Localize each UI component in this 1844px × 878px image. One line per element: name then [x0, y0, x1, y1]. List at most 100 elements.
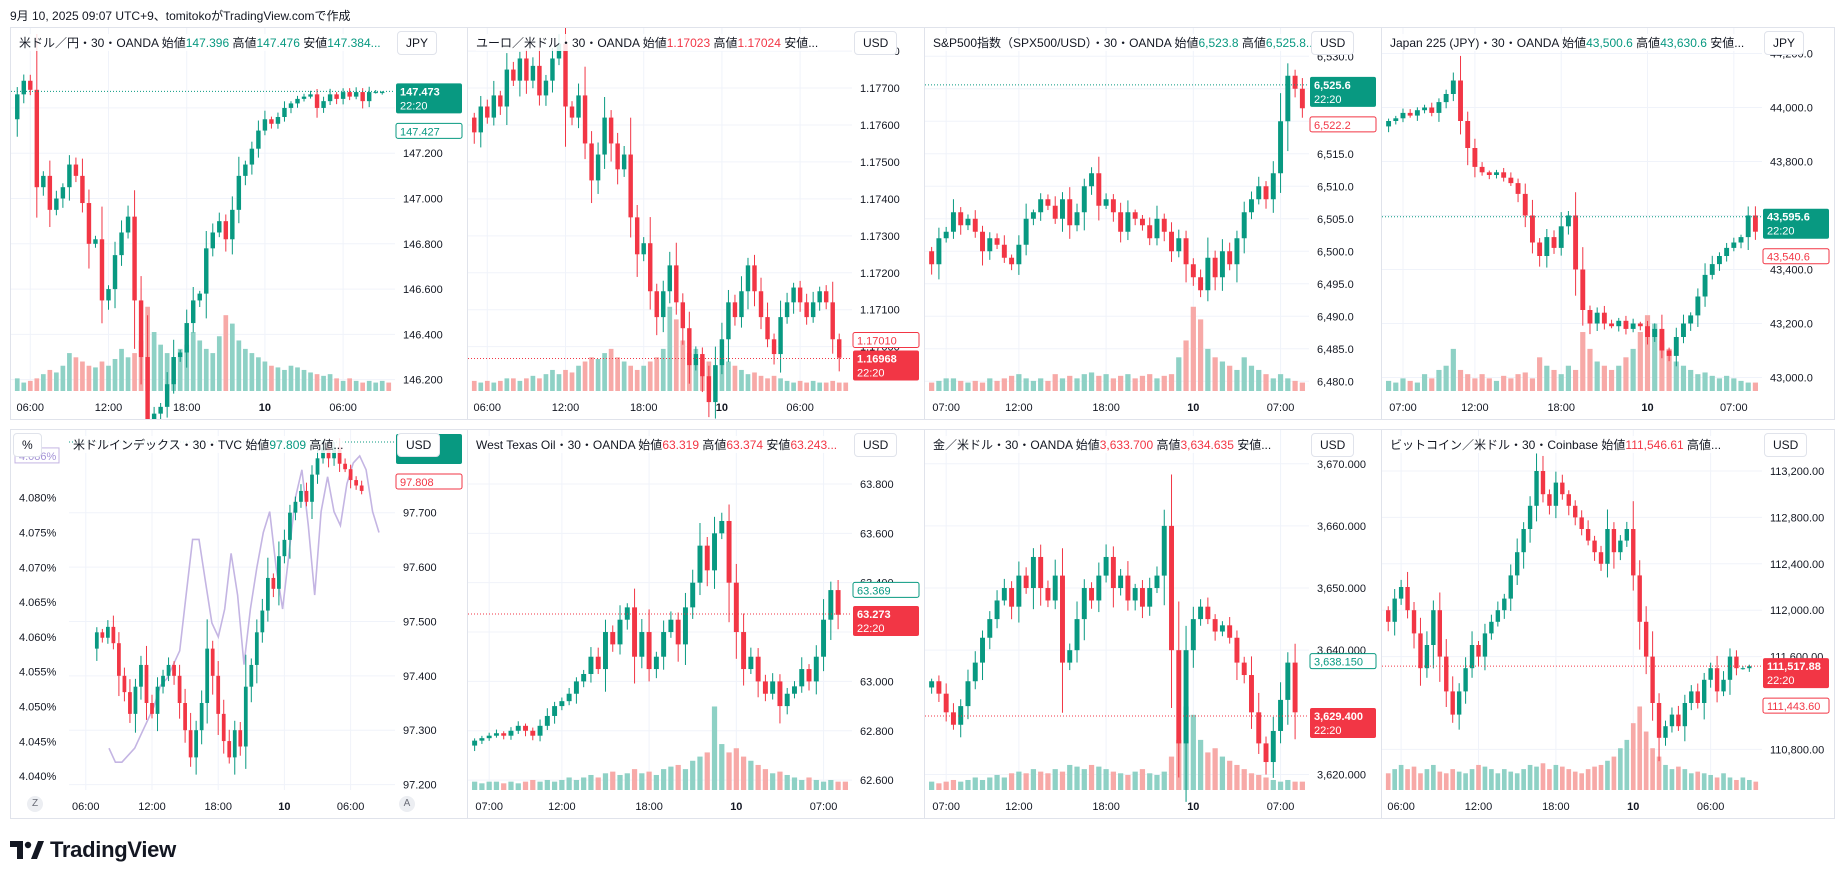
last-price-badge	[1763, 208, 1829, 239]
candle-body	[380, 92, 385, 94]
candle-body	[1074, 212, 1080, 226]
candle-body	[1198, 606, 1204, 620]
price-axis-tick: 110,800.00	[1770, 744, 1824, 756]
volume-bar	[47, 369, 53, 391]
yield-axis-tick: 4.075%	[19, 527, 57, 539]
tradingview-brand[interactable]: TradingView	[10, 837, 176, 863]
left-unit-button[interactable]: %	[13, 433, 42, 457]
chart-panel-5[interactable]: 97.700 97.600 97.500 97.400 97.300 97.200 4.08…	[10, 429, 468, 819]
ohlc-label-value: 147.384...	[327, 36, 381, 50]
chart-panel-3[interactable]: 6,530.06,525.06,520.06,515.06,510.06,505…	[924, 27, 1382, 420]
yield-axis-tick: 4.050%	[19, 701, 57, 713]
ohlc-label-name: 始値	[1601, 438, 1626, 452]
volume-bar	[1168, 374, 1175, 391]
candle-body	[1169, 525, 1174, 651]
chart-panel-1[interactable]: 147.400147.200147.000146.800146.600146.4…	[10, 27, 468, 420]
candle-body	[823, 291, 829, 303]
candle-body	[1219, 251, 1225, 278]
chart-panel-2[interactable]: 1.178001.177001.176001.175001.174001.173…	[467, 27, 925, 420]
price-axis-tick: 146.400	[403, 329, 443, 341]
volume-bar	[582, 361, 588, 391]
volume-bar	[314, 374, 320, 391]
symbol-legend[interactable]: S&P500指数（SPX500/USD）・30・OANDA 始値6,523.8 …	[933, 34, 1316, 51]
chart-panel-8[interactable]: 113,200.00 112,800.00 112,400.00 112,000.00…	[1381, 429, 1835, 819]
symbol-legend[interactable]: 金／米ドル・30・OANDA 始値3,633.700 高値3,634.635 安…	[933, 436, 1272, 453]
volume-bar	[1688, 369, 1694, 391]
candle-body	[1089, 588, 1095, 601]
chart-panel-6[interactable]: 63.80063.60063.40063.20063.00062.80062.6…	[467, 429, 925, 819]
volume-bar	[1515, 374, 1521, 391]
symbol-legend[interactable]: ビットコイン／米ドル・30・Coinbase 始値111,546.61 高値..…	[1390, 436, 1722, 453]
secondary-price-badge	[852, 581, 920, 598]
candle-body	[216, 675, 221, 714]
candle-body	[1465, 121, 1471, 148]
currency-button[interactable]: JPY	[1764, 31, 1805, 55]
zoom-button[interactable]: Z	[27, 796, 43, 812]
currency-button[interactable]: USD	[1764, 433, 1808, 457]
candle-body	[719, 339, 725, 366]
time-axis-tick: 18:00	[204, 801, 232, 813]
currency-button[interactable]: USD	[1311, 433, 1355, 457]
chart-panel-4[interactable]: 44,200.044,000.043,800.043,600.043,400.0…	[1381, 27, 1835, 420]
candle-body	[1154, 575, 1160, 589]
symbol-legend[interactable]: 米ドルインデックス・30・TVC 始値97.809 高値...	[73, 436, 344, 453]
price-axis-tick: 112,000.00	[1770, 605, 1824, 617]
candle-body	[653, 656, 659, 670]
candle-body	[1411, 610, 1417, 634]
volume-bar	[791, 382, 796, 391]
volume-bar	[501, 783, 507, 790]
last-price-value: 6,525.6	[1314, 80, 1351, 92]
candle-body	[232, 730, 237, 758]
auto-scale-button[interactable]: A	[399, 796, 415, 812]
symbol-legend[interactable]: Japan 225 (JPY)・30・OANDA 始値43,500.6 高値43…	[1390, 34, 1745, 51]
time-axis-tick: 06:00	[1387, 801, 1415, 813]
volume-bar	[804, 382, 809, 391]
volume-bar	[1650, 748, 1655, 790]
candle-body	[810, 302, 816, 318]
currency-button[interactable]: USD	[854, 433, 898, 457]
volume-bar	[1680, 365, 1687, 391]
candle-body	[668, 619, 674, 633]
volume-bar	[1643, 731, 1649, 790]
candle-body	[987, 619, 993, 638]
volume-bar	[386, 382, 392, 391]
volume-bar	[1605, 760, 1610, 790]
chart-canvas: 113,200.00 112,800.00 112,400.00 112,000.00…	[1382, 430, 1830, 813]
currency-button[interactable]: USD	[854, 31, 898, 55]
time-axis-tick: 10	[716, 402, 728, 414]
volume-bar	[1008, 773, 1015, 790]
candle-body	[47, 175, 53, 210]
candle-body	[1118, 212, 1124, 232]
time-axis-tick: 10	[259, 402, 271, 414]
volume-bar	[1292, 380, 1298, 391]
candle-body	[1534, 471, 1539, 506]
volume-bar	[1400, 378, 1406, 391]
candle-body	[1190, 619, 1196, 651]
candle-body	[1292, 75, 1298, 89]
candle-body	[1695, 296, 1701, 316]
volume-bar	[537, 378, 542, 391]
currency-button[interactable]: JPY	[397, 31, 438, 55]
volume-bar	[1299, 781, 1305, 790]
currency-button[interactable]: USD	[1311, 31, 1355, 55]
candle-body	[1573, 505, 1578, 518]
chart-panel-7[interactable]: 3,670.000 3,660.000 3,650.000 3,640.000 3,62…	[924, 429, 1382, 819]
ohlc-label-value: 6,525.8...	[1265, 36, 1316, 50]
candle-body	[1551, 237, 1557, 248]
volume-bar	[379, 380, 385, 391]
candle-body	[353, 92, 359, 97]
volume-bar	[965, 382, 971, 391]
currency-button[interactable]: USD	[397, 433, 441, 457]
symbol-legend[interactable]: West Texas Oil・30・OANDA 始値63.319 高値63.37…	[476, 436, 838, 453]
candle-body	[837, 339, 842, 358]
candle-body	[1688, 315, 1694, 324]
volume-bar	[491, 382, 497, 391]
bar-countdown: 22:20	[400, 100, 428, 112]
symbol-legend[interactable]: ユーロ／米ドル・30・OANDA 始値1.17023 高値1.17024 安値.…	[476, 34, 819, 51]
candle-body	[610, 632, 616, 645]
volume-bar	[1030, 380, 1037, 391]
candle-body	[1436, 102, 1442, 113]
symbol-legend[interactable]: 米ドル／円・30・OANDA 始値147.396 高値147.476 安値147…	[19, 34, 381, 51]
volume-bar	[595, 777, 601, 790]
candle-body	[498, 95, 503, 107]
